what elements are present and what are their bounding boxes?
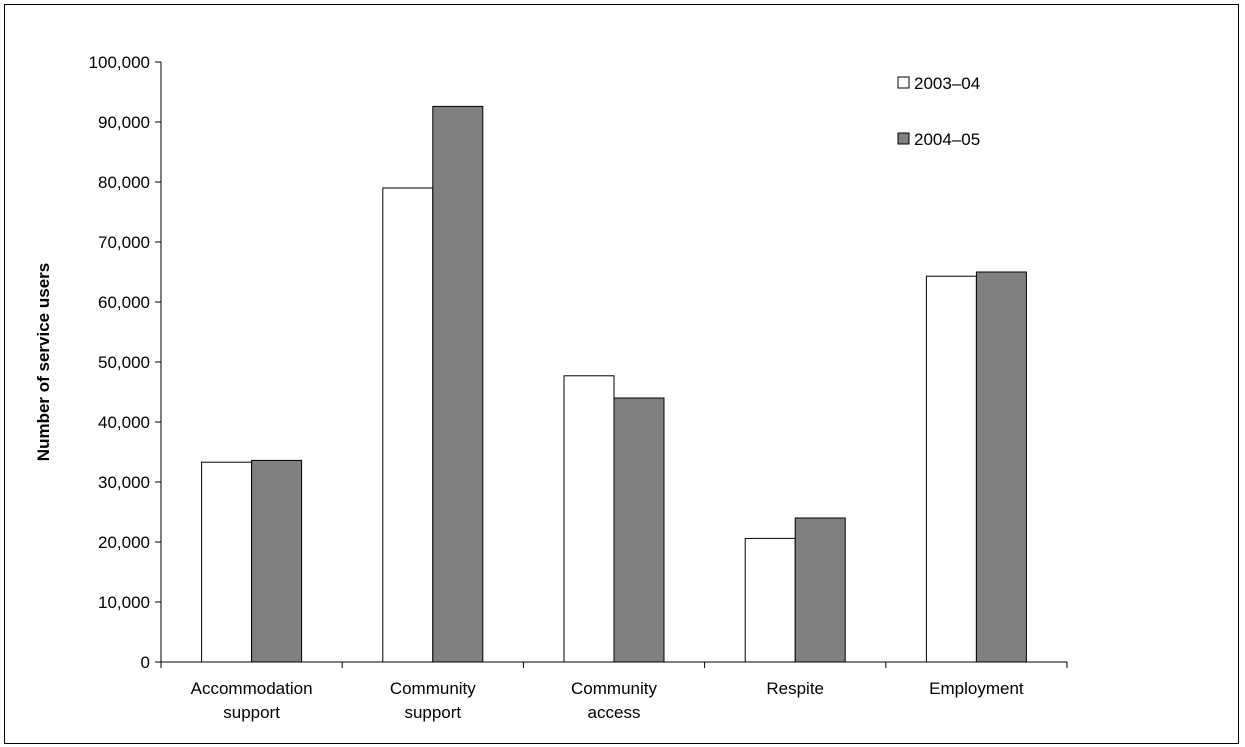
x-category-label: Accommodation [191,679,313,698]
y-tick-label: 0 [141,653,150,672]
x-category-label: support [404,703,461,722]
x-category-label: access [588,703,641,722]
chart-frame: 0 10,000 20,000 30,000 40,000 50,000 60,000 70,… [4,4,1239,744]
y-tick-label: 100,000 [89,53,150,72]
bar-series1 [201,461,253,663]
y-tick-label: 10,000 [98,593,150,612]
bar-series2 [432,105,484,663]
bar-chart: 0 10,000 20,000 30,000 40,000 50,000 60,000 70,… [34,53,1068,722]
y-tick-label: 60,000 [98,293,150,312]
legend-label: 2003–04 [914,74,980,93]
bar-series2 [975,271,1027,663]
legend-swatch [897,76,910,89]
bar-series1 [744,537,796,663]
x-category-label: Community [390,679,476,698]
bars [201,105,1027,663]
bar-series2 [613,397,665,663]
y-tick-label: 70,000 [98,233,150,252]
y-tick-label: 30,000 [98,473,150,492]
legend: 2003–04 2004–05 [897,74,980,149]
x-category-label: Employment [929,679,1024,698]
y-axis-title: Number of service users [34,263,53,461]
legend-swatch [897,132,910,145]
bar-series2 [794,517,846,663]
x-category-label: Respite [766,679,824,698]
x-category-label: Community [571,679,657,698]
bar-series2 [251,459,303,663]
x-category-label: support [223,703,280,722]
y-tick-label: 40,000 [98,413,150,432]
bar-series1 [382,187,434,663]
bar-series1 [563,375,615,663]
y-tick-label: 90,000 [98,113,150,132]
bar-series1 [925,275,977,663]
labels: 0 10,000 20,000 30,000 40,000 50,000 60,000 70,… [34,53,1024,722]
y-tick-label: 20,000 [98,533,150,552]
y-tick-label: 80,000 [98,173,150,192]
y-tick-label: 50,000 [98,353,150,372]
legend-label: 2004–05 [914,130,980,149]
